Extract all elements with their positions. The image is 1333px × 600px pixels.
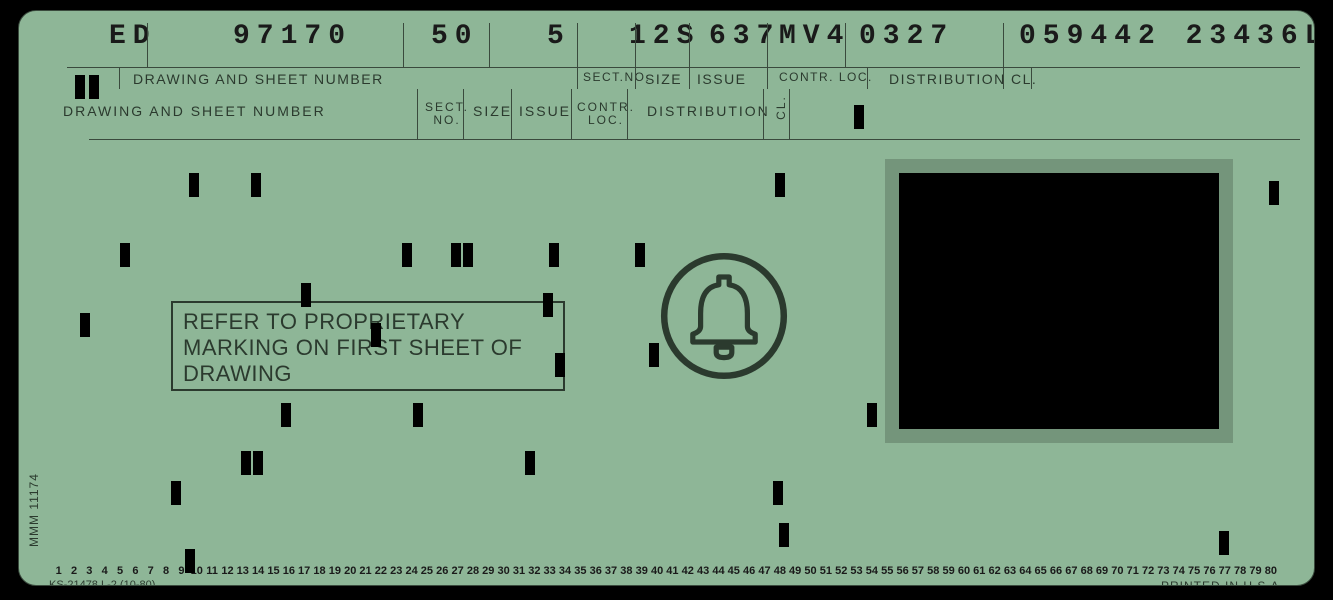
form-number: KS-21478 L-2 (10-80) (49, 579, 155, 586)
punch-hole (1219, 531, 1229, 555)
field-637: 637 (709, 21, 780, 52)
punch-hole (649, 343, 659, 367)
punch-hole (854, 105, 864, 129)
punch-hole (463, 243, 473, 267)
label1-drawing: DRAWING AND SHEET NUMBER (133, 71, 384, 87)
punch-hole (1269, 181, 1279, 205)
label2-size: SIZE (473, 103, 512, 119)
field-50: 50 (431, 21, 479, 52)
proprietary-notice: REFER TO PROPRIETARY MARKING ON FIRST SH… (171, 301, 565, 391)
label1-cl: CL. (1011, 71, 1037, 87)
label1-size: SIZE (645, 71, 682, 87)
rule-top (67, 67, 1300, 68)
punch-hole (555, 353, 565, 377)
punch-card: ED 97170 50 5 12S 637 MV4 0327 059442 23… (18, 10, 1315, 586)
field-tail: 059442 23436LN (1019, 21, 1315, 52)
field-num: 97170 (233, 21, 352, 52)
label1-sect: SECT.NO. (583, 71, 650, 84)
label2-dist: DISTRIBUTION (647, 103, 770, 119)
punch-hole (867, 403, 877, 427)
punch-hole (75, 75, 85, 99)
punch-hole (185, 549, 195, 573)
field-ed: ED (109, 21, 157, 52)
rule-mid (89, 139, 1300, 140)
label2-issue: ISSUE (519, 103, 571, 119)
printed-in: PRINTED IN U.S.A. (1161, 579, 1284, 586)
field-5: 5 (547, 21, 571, 52)
punch-hole (775, 173, 785, 197)
label1-dist: DISTRIBUTION (889, 71, 1006, 87)
aperture-window (899, 173, 1219, 429)
punch-hole (773, 481, 783, 505)
label1-contr: CONTR. LOC. (779, 71, 873, 84)
label1-issue: ISSUE (697, 71, 747, 87)
bell-system-icon (659, 251, 789, 381)
punch-hole (543, 293, 553, 317)
punch-hole (253, 451, 263, 475)
punch-hole (120, 243, 130, 267)
punch-hole (451, 243, 461, 267)
label2-drawing: DRAWING AND SHEET NUMBER (63, 103, 326, 119)
field-0327: 0327 (859, 21, 954, 52)
punch-hole (281, 403, 291, 427)
punch-hole (251, 173, 261, 197)
punch-hole (189, 173, 199, 197)
punch-hole (89, 75, 99, 99)
punch-hole (402, 243, 412, 267)
side-code: MMM 11174 (27, 473, 41, 547)
punch-hole (301, 283, 311, 307)
column-numbers: 1234567891011121314151617181920212223242… (51, 565, 1279, 577)
punch-hole (549, 243, 559, 267)
punch-hole (241, 451, 251, 475)
punch-hole (635, 243, 645, 267)
punch-hole (80, 313, 90, 337)
punch-hole (371, 323, 381, 347)
punch-hole (413, 403, 423, 427)
punch-hole (525, 451, 535, 475)
label2-cl: CL. (775, 95, 788, 120)
punch-hole (779, 523, 789, 547)
field-mv4: MV4 (779, 21, 850, 52)
punch-hole (171, 481, 181, 505)
